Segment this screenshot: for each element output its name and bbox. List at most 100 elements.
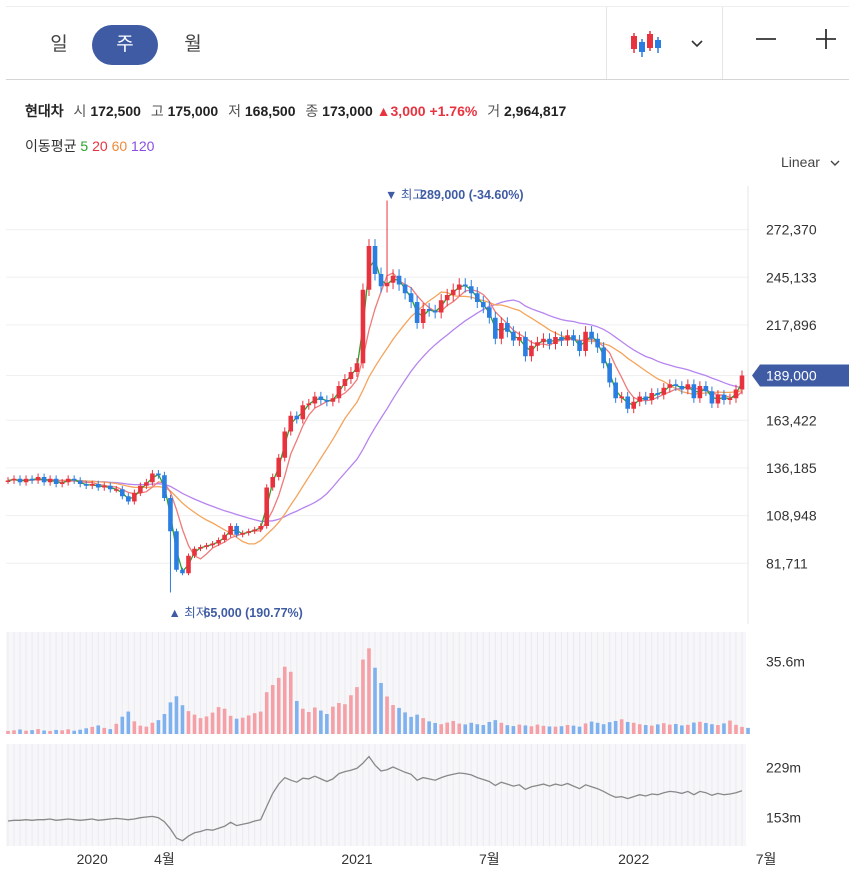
volume-bar: [337, 702, 341, 734]
volume-bar: [649, 725, 654, 734]
x-axis-label: 2022: [618, 851, 649, 867]
volume-bar: [439, 724, 443, 734]
quote-summary: 현대차 시 172,500 고 175,000 저 168,500 종 173,…: [25, 101, 566, 121]
current-price-label: 189,000: [766, 368, 817, 384]
volume-bar: [276, 677, 281, 734]
obv-title: OBV: [25, 753, 55, 769]
candle-body: [667, 384, 673, 388]
candle-body: [107, 485, 113, 490]
volume-bar: [240, 717, 245, 734]
candle-body: [727, 398, 733, 400]
period-week-button[interactable]: 주: [92, 25, 158, 65]
volume-bar: [246, 715, 251, 734]
volume-bar: [704, 722, 708, 734]
candle-body: [168, 498, 173, 532]
volume-bar: [42, 730, 46, 734]
volume-bar: [288, 671, 293, 734]
zoom-out-button[interactable]: [748, 23, 784, 63]
volume-bar: [535, 724, 540, 734]
x-axis-label: 7월: [756, 851, 777, 867]
volume-bar: [313, 707, 317, 734]
volume-bar: [270, 685, 275, 734]
candle-body: [71, 478, 77, 481]
zoom-in-button[interactable]: [808, 23, 844, 63]
candle-body: [258, 526, 263, 530]
moving-average-legend: 이동평균 5 20 60 120: [25, 136, 154, 156]
volume-bar: [499, 722, 504, 734]
volume-bar: [24, 730, 28, 734]
candle-body: [450, 289, 456, 295]
price-axis-label: 81,711: [766, 555, 808, 571]
candle-body: [366, 246, 372, 290]
candle-body: [559, 337, 564, 341]
candle-body: [685, 384, 691, 390]
volume-bar: [427, 721, 431, 734]
obv-line: [7, 755, 743, 842]
volume-bar: [698, 721, 702, 734]
price-axis-label: 272,370: [766, 222, 817, 238]
volume-bar: [349, 695, 353, 734]
volume-bar: [102, 727, 107, 734]
candle-body: [595, 338, 600, 348]
candle-body: [138, 485, 143, 493]
ma60-line: [7, 291, 743, 545]
volume-bar: [559, 726, 564, 734]
high-value: 175,000: [167, 103, 219, 119]
volume-bar: [613, 720, 618, 734]
high-annotation-prefix: ▼ 최고: [385, 188, 424, 202]
candle-body: [499, 323, 504, 339]
volume-axis-label: 35.6m: [766, 653, 805, 669]
candle-body: [372, 246, 378, 274]
volume-bar: [379, 683, 383, 734]
candle-body: [264, 487, 270, 526]
volume-title: 거래량: [25, 642, 64, 658]
x-axis-label: 2021: [341, 851, 372, 867]
candle-body: [89, 484, 95, 486]
period-day-button[interactable]: 일: [50, 34, 68, 55]
candle-body: [288, 415, 294, 432]
volume-bar: [6, 730, 10, 734]
chevron-down-icon[interactable]: [682, 23, 712, 63]
volume-bar: [294, 700, 299, 734]
volume-bar: [30, 730, 34, 734]
volume-bar: [12, 730, 16, 734]
candle-body: [493, 317, 498, 339]
candlestick-icon[interactable]: [626, 23, 666, 63]
scale-selector[interactable]: Linear: [781, 154, 840, 170]
open-label: 시: [73, 103, 87, 119]
candle-body: [300, 405, 306, 420]
volume-bar: [710, 724, 714, 734]
volume-bar: [625, 721, 630, 734]
ma5-line: [7, 258, 743, 573]
volume-bar: [493, 720, 498, 734]
volume-bar: [529, 726, 534, 734]
candle-body: [396, 275, 402, 285]
candle-body: [613, 382, 618, 399]
candle-body: [571, 335, 576, 341]
current-price-tag: [752, 364, 849, 387]
volume-bar: [373, 667, 377, 734]
chevron-down-icon: [830, 160, 840, 166]
candle-body: [715, 394, 721, 404]
period-month-button[interactable]: 월: [184, 34, 202, 55]
x-axis-label: 2020: [77, 851, 108, 867]
candle-body: [505, 323, 510, 332]
stock-name: 현대차: [25, 103, 64, 119]
candle-body: [101, 485, 107, 488]
candle-body: [186, 555, 191, 574]
volume-bar: [90, 726, 95, 734]
volume-bar: [18, 729, 22, 734]
candle-body: [643, 396, 649, 400]
volume-value: 2,964,817: [503, 103, 567, 119]
ma60-legend: 60: [111, 138, 128, 154]
candle-body: [577, 340, 582, 351]
candle-body: [637, 396, 643, 402]
candle-body: [120, 489, 125, 497]
volume-bar: [264, 692, 269, 734]
volume-bar: [96, 725, 101, 734]
candle-body: [59, 482, 65, 484]
volume-bar: [409, 716, 413, 734]
price-axis-label: 217,896: [766, 317, 817, 333]
candle-body: [354, 363, 360, 372]
candle-body: [246, 531, 251, 533]
